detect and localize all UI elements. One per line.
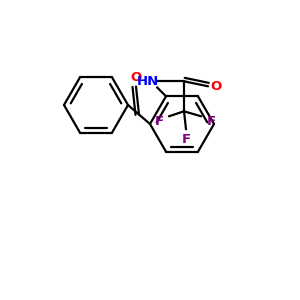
Text: F: F bbox=[206, 115, 216, 128]
Text: F: F bbox=[182, 133, 190, 146]
Text: O: O bbox=[210, 80, 222, 93]
Text: O: O bbox=[130, 71, 142, 84]
Text: F: F bbox=[154, 115, 164, 128]
Text: HN: HN bbox=[137, 75, 159, 88]
